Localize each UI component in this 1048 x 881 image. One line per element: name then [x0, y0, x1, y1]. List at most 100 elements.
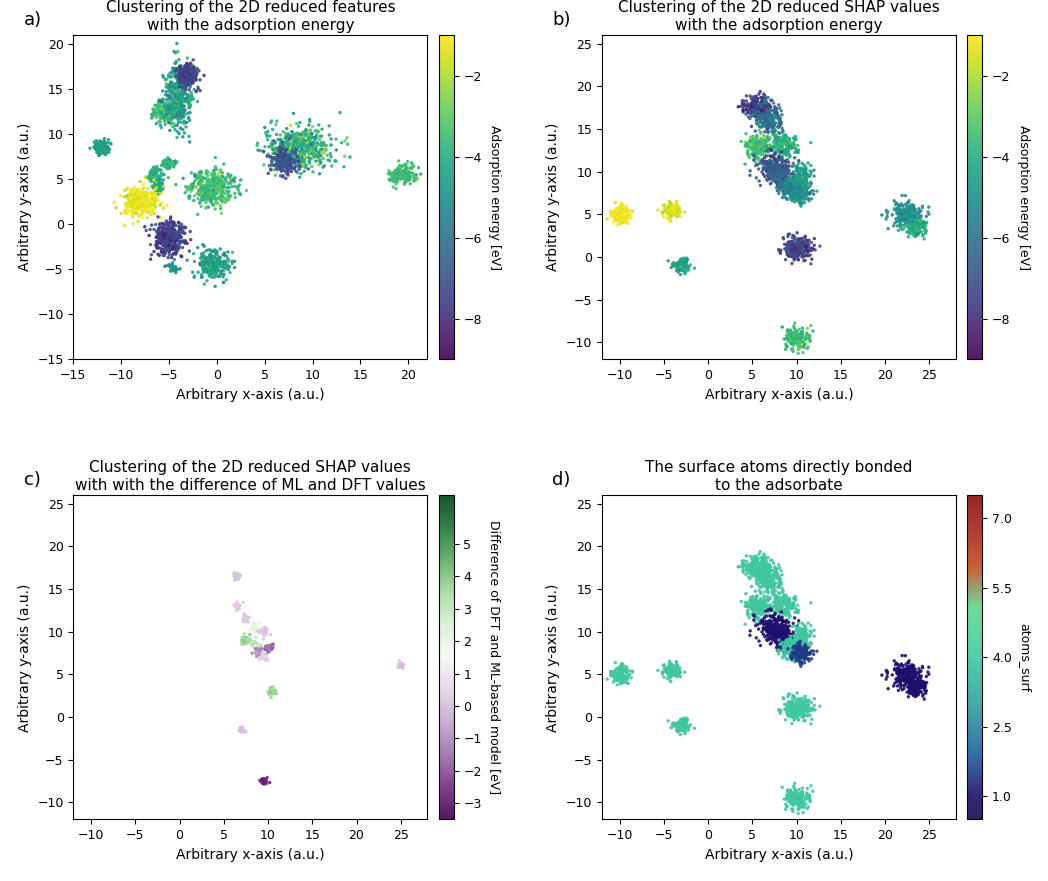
Point [281, 153, 298, 167]
Point [278, 144, 294, 159]
Point [255, 649, 271, 663]
Point [788, 244, 805, 258]
Point [782, 701, 799, 715]
Point [87, 142, 104, 156]
Point [94, 143, 111, 157]
Point [216, 180, 233, 194]
Point [747, 600, 764, 614]
Point [168, 69, 184, 83]
Point [757, 568, 773, 582]
Point [166, 97, 182, 111]
Point [149, 179, 166, 193]
Point [119, 188, 136, 202]
Point [612, 209, 629, 223]
Point [671, 257, 687, 271]
Point [173, 76, 190, 90]
Point [147, 238, 163, 252]
Point [163, 92, 180, 106]
Point [259, 149, 276, 163]
Point [219, 192, 236, 206]
Point [390, 169, 407, 183]
Point [670, 258, 686, 272]
Point [162, 227, 179, 241]
Point [792, 792, 809, 806]
Point [774, 632, 791, 646]
Point [210, 183, 226, 197]
Point [786, 173, 803, 187]
Point [208, 259, 224, 273]
Point [798, 189, 814, 203]
Point [213, 258, 230, 272]
Point [292, 135, 309, 149]
Point [893, 207, 910, 221]
Point [759, 566, 776, 581]
Point [671, 201, 687, 215]
Point [898, 669, 915, 683]
Point [272, 159, 289, 174]
Point [792, 694, 809, 708]
Point [767, 597, 784, 611]
Point [658, 201, 675, 215]
Point [736, 94, 752, 108]
Point [774, 190, 791, 204]
Point [768, 640, 785, 655]
Point [138, 224, 155, 238]
Point [663, 204, 680, 218]
Point [677, 717, 694, 731]
Point [176, 234, 193, 248]
Point [793, 339, 810, 353]
Point [281, 152, 298, 167]
Point [771, 166, 788, 180]
Point [175, 63, 192, 78]
Point [191, 184, 208, 198]
Point [803, 625, 820, 639]
Point [793, 337, 810, 352]
Point [611, 669, 628, 683]
Point [765, 140, 782, 154]
Point [780, 593, 796, 607]
Point [794, 781, 811, 796]
Point [747, 97, 764, 111]
Point [772, 159, 789, 174]
Point [765, 113, 782, 127]
Point [780, 144, 796, 159]
Point [757, 110, 773, 124]
Point [158, 88, 175, 102]
Point [298, 158, 314, 172]
Point [792, 643, 809, 657]
Point [162, 106, 179, 120]
Point [195, 173, 212, 187]
Point [742, 100, 759, 114]
Point [777, 180, 793, 194]
Point [275, 170, 291, 184]
Point [802, 624, 818, 638]
Point [309, 145, 326, 159]
Point [784, 329, 801, 343]
Point [786, 322, 803, 336]
Point [154, 182, 171, 196]
Point [744, 592, 761, 606]
Point [291, 115, 308, 130]
Point [173, 248, 190, 263]
Point [213, 189, 230, 204]
Point [156, 97, 173, 111]
Point [390, 168, 407, 182]
Point [788, 337, 805, 351]
Point [169, 100, 185, 114]
Point [396, 165, 413, 179]
Point [916, 232, 933, 246]
Point [165, 227, 181, 241]
Point [305, 137, 322, 151]
Point [764, 167, 781, 181]
Point [764, 618, 781, 632]
Point [778, 593, 794, 607]
Point [805, 241, 822, 255]
Point [790, 640, 807, 655]
Point [787, 171, 804, 185]
Point [794, 182, 811, 196]
Point [770, 137, 787, 152]
Point [795, 183, 812, 197]
Point [883, 208, 900, 222]
Point [793, 645, 810, 659]
Point [737, 599, 754, 613]
